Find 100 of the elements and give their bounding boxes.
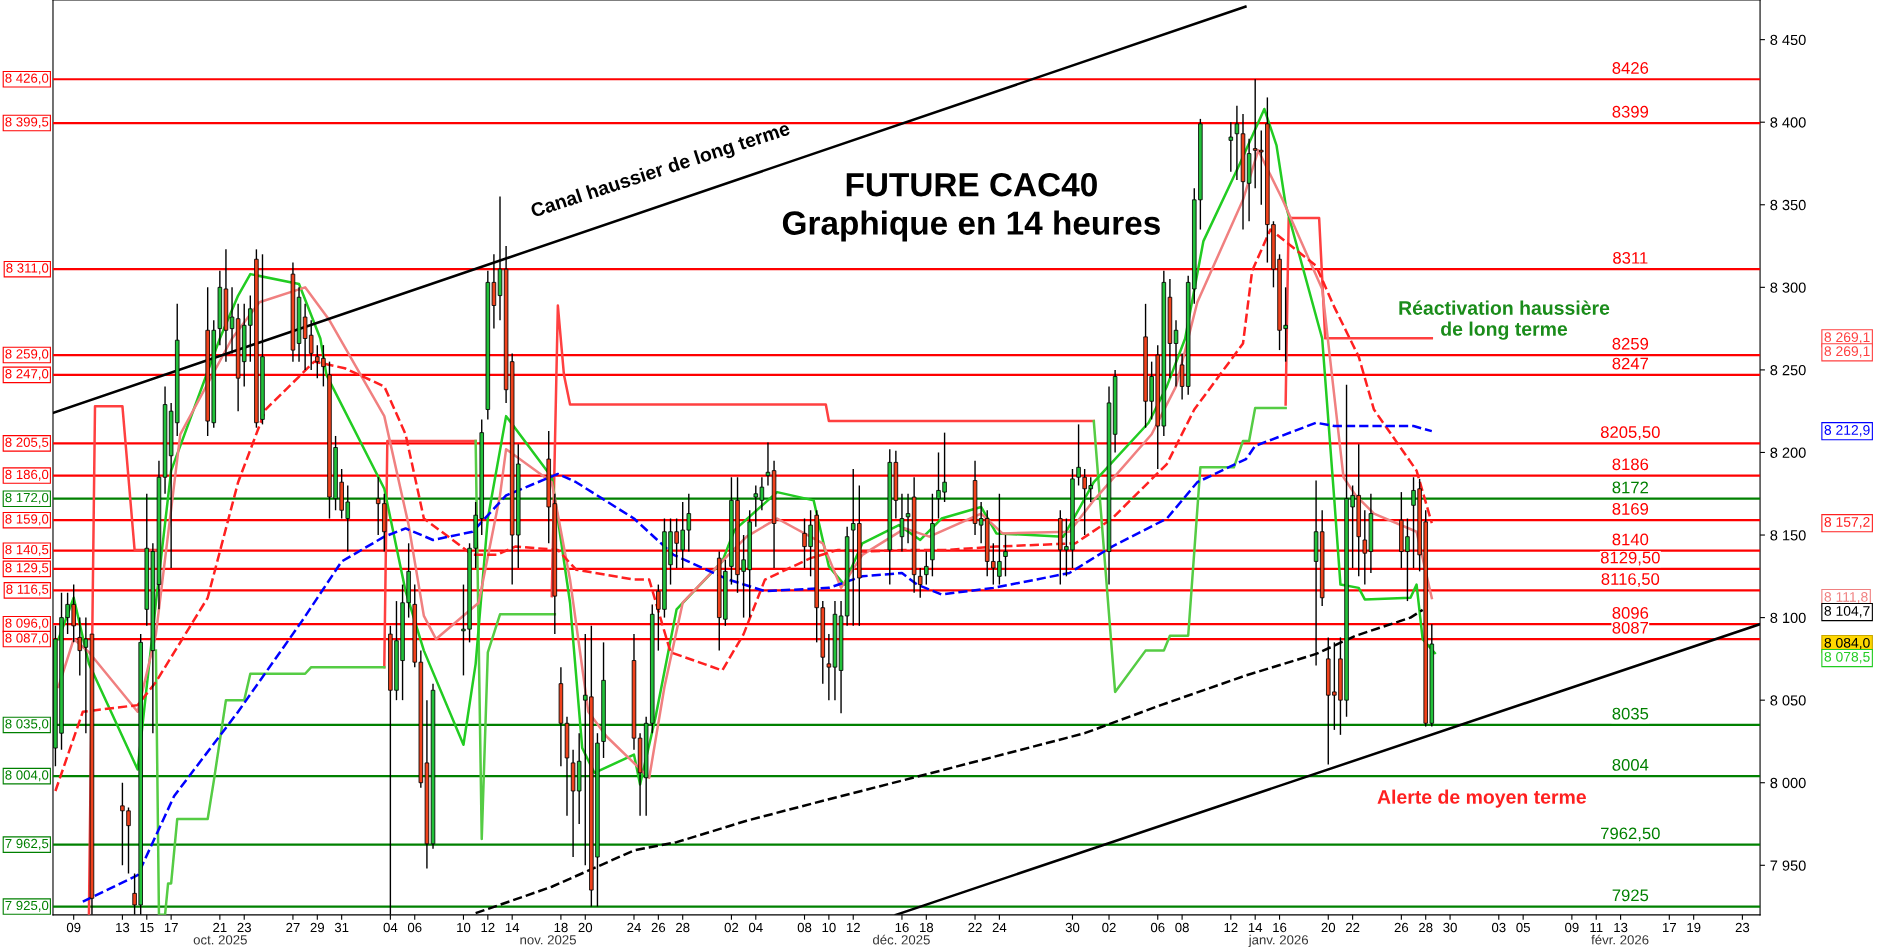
x-tick-label: 09 (1565, 922, 1579, 933)
annotation: 7962,50 (1601, 827, 1660, 842)
annotation: 8247 (1612, 357, 1649, 370)
text: oct. 2025 (193, 935, 247, 945)
x-tick-label: 20 (1321, 922, 1336, 933)
x-tick-label: 14 (1248, 922, 1263, 933)
x-tick-label: 23 (237, 922, 251, 933)
ref-line-label: 8 159,0 (5, 514, 49, 526)
annotation: 7925 (1612, 889, 1649, 902)
candlestick (1173, 319, 1179, 388)
x-tick-label: 02 (1102, 922, 1116, 933)
x-tick-label: 02 (724, 922, 739, 933)
ref-line-label: 8 311,0 (6, 263, 49, 275)
text: 8 212,9 (1824, 425, 1870, 437)
x-tick-label: 17 (1662, 922, 1676, 933)
x-tick-label: 04 (748, 922, 763, 933)
annotation: Alerte de moyen terme (1377, 789, 1586, 808)
x-tick-label: 30 (1065, 922, 1080, 933)
y-tick-label: 8 150 (1770, 530, 1806, 541)
ref-line-label: 8 186,0 (5, 469, 49, 481)
x-tick-label: 30 (1443, 922, 1457, 933)
annotation: Réactivation haussière de long terme (1399, 300, 1610, 340)
ref-line-label: 8 004,0 (5, 770, 49, 782)
annotation: 8096 (1612, 607, 1649, 619)
y-tick-label: 8 200 (1770, 447, 1806, 458)
ref-line-label: 8 247,0 (5, 369, 49, 380)
candlestick (1228, 121, 1234, 173)
x-tick-label: 22 (1345, 922, 1360, 933)
x-tick-label: 28 (1419, 922, 1433, 933)
y-tick-label: 8 350 (1770, 199, 1806, 211)
x-tick-label: 13 (1614, 922, 1628, 933)
text: 8 111,8 (1824, 592, 1868, 604)
x-tick-label: 14 (505, 922, 520, 933)
x-tick-label: 27 (286, 922, 300, 933)
x-tick-label: 11 (1590, 922, 1603, 933)
x-tick-label: 23 (1735, 922, 1750, 933)
x-tick-label: 12 (846, 922, 860, 933)
ref-line-label: 8 259,0 (5, 349, 49, 361)
candlestick (1234, 104, 1240, 181)
x-tick-label: 06 (1150, 922, 1165, 933)
x-tick-label: 08 (1175, 922, 1189, 933)
x-tick-label: 19 (1687, 922, 1701, 933)
candlestick (924, 550, 929, 586)
text: 8 084,0 (1824, 637, 1870, 650)
ref-line-label: 8 116,5 (6, 584, 49, 596)
annotation: 8140 (1612, 533, 1649, 546)
x-tick-label: 03 (1491, 922, 1506, 933)
x-tick-label: 16 (1273, 922, 1287, 933)
ref-line-label: 8 172,0 (5, 492, 49, 504)
text: 8 269,1 (1824, 346, 1870, 358)
x-tick-label: 18 (919, 922, 934, 933)
x-tick-label: 13 (116, 922, 130, 933)
y-tick-label: 8 250 (1770, 365, 1806, 376)
text: déc. 2025 (872, 934, 930, 945)
text: févr. 2026 (1591, 934, 1649, 945)
y-tick-label: 8 050 (1770, 695, 1806, 706)
x-tick-label: 08 (797, 922, 812, 933)
x-tick-label: 24 (992, 922, 1007, 933)
candlestick (1003, 534, 1008, 578)
x-tick-label: 21 (213, 922, 227, 933)
x-tick-label: 18 (554, 922, 568, 933)
line-series (81, 421, 1434, 903)
y-tick-label: 8 000 (1770, 777, 1806, 789)
ref-line-label: 7 925,0 (5, 900, 49, 912)
text: 8 157,2 (1824, 517, 1870, 529)
x-tick-label: 04 (383, 922, 398, 933)
x-tick-label: 12 (481, 922, 495, 933)
annotation: 8169 (1612, 502, 1649, 515)
x-tick-label: 22 (968, 922, 982, 933)
candlestick (765, 441, 771, 487)
x-tick-label: 10 (822, 922, 836, 933)
x-tick-label: 26 (1394, 922, 1409, 933)
x-tick-label: 26 (651, 922, 666, 933)
y-tick-label: 8 300 (1770, 282, 1806, 293)
x-tick-label: 10 (457, 922, 471, 933)
ref-line-label: 8 205,5 (5, 437, 49, 449)
text: nov. 2025 (520, 935, 576, 945)
ref-line-label: 8 087,0 (5, 633, 49, 645)
x-tick-label: 28 (676, 922, 690, 933)
annotation: 8311 (1613, 251, 1648, 264)
x-tick-label: 15 (140, 922, 154, 933)
ref-line-label: 8 096,0 (5, 618, 49, 630)
x-tick-label: 09 (66, 922, 81, 933)
x-tick-label: 06 (407, 922, 422, 933)
annotation: 8172 (1612, 481, 1649, 494)
ref-line-label: 8 140,5 (5, 544, 49, 556)
annotation: 8205,50 (1600, 426, 1660, 440)
annotation: 8035 (1612, 707, 1649, 720)
text: 8 078,5 (1824, 651, 1870, 664)
ref-line-label: 8 399,5 (5, 117, 49, 129)
ref-line-label: 8 426,0 (5, 73, 49, 85)
ref-line-label: 8 129,5 (5, 563, 49, 574)
candlestick (899, 493, 905, 553)
annotation: 8129,50 (1600, 551, 1660, 566)
text: FUTURE CAC40 (846, 172, 1097, 197)
y-tick-label: 7 950 (1770, 860, 1806, 871)
candlestick (917, 567, 923, 599)
text: janv. 2026 (1248, 934, 1309, 948)
text: 8 104,7 (1824, 606, 1870, 618)
y-tick-label: 8 450 (1770, 34, 1806, 46)
